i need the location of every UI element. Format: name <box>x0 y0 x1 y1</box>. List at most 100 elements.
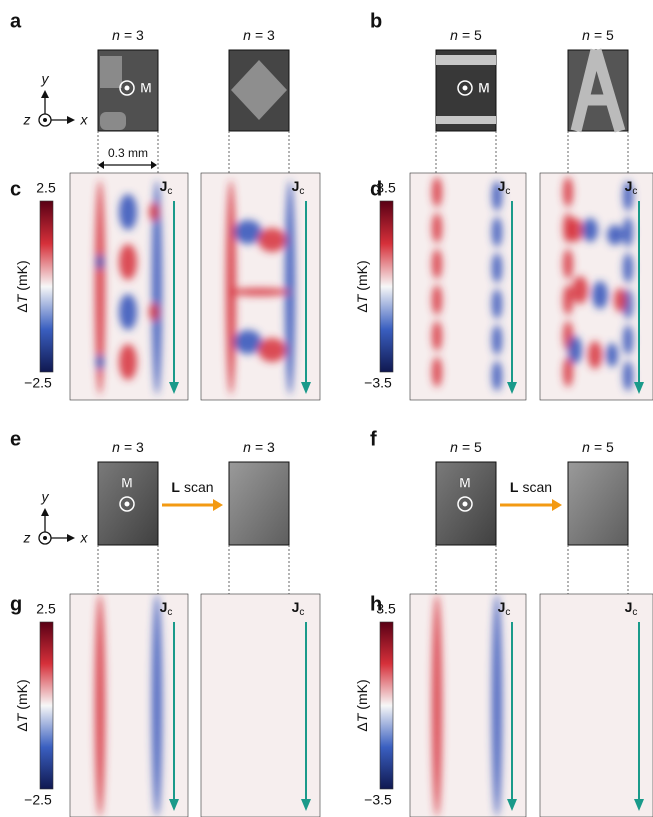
colorbar <box>379 621 394 790</box>
panel-letter: b <box>370 10 382 32</box>
axis-label: x <box>80 530 89 546</box>
symbol: J <box>160 178 168 194</box>
signal <box>607 225 623 245</box>
heatmap-frame <box>539 593 653 817</box>
signal <box>96 354 104 370</box>
symbol: L <box>171 479 180 495</box>
sample-image <box>228 49 290 132</box>
symbol: J <box>498 178 506 194</box>
feature <box>436 55 496 65</box>
colorbar-max: 3.5 <box>376 601 396 617</box>
signal <box>149 303 159 321</box>
signal <box>149 203 159 221</box>
axis-label: z <box>23 530 31 546</box>
heatmap-blobs <box>563 177 633 391</box>
variable: T <box>14 293 30 303</box>
subscript: c <box>167 186 172 197</box>
signal <box>563 285 573 315</box>
marker-ring <box>119 80 135 96</box>
signal <box>582 218 598 242</box>
arrow-head <box>67 534 75 542</box>
current-label: Jc <box>160 178 173 197</box>
arrow-head <box>301 382 311 394</box>
arrow-head <box>301 799 311 811</box>
signal <box>258 338 286 362</box>
panel-letter: g <box>10 593 22 615</box>
variable: T <box>14 712 30 722</box>
axis-label: y <box>41 489 50 505</box>
variable: n <box>450 439 458 455</box>
marker-ring <box>457 80 473 96</box>
colorbar <box>39 200 54 373</box>
symbol: Δ <box>354 303 370 312</box>
text: scan <box>522 479 552 495</box>
marker-dot <box>124 85 130 91</box>
signal <box>96 254 104 270</box>
sample-label: n = 3 <box>112 27 144 43</box>
value: = 5 <box>594 27 614 43</box>
subscript: c <box>632 607 637 618</box>
current-label: Jc <box>292 178 305 197</box>
signal <box>563 249 573 279</box>
unit: (mK) <box>354 260 370 290</box>
heatmap-blobs <box>432 177 502 391</box>
signal <box>492 361 502 391</box>
marker-label: M <box>140 80 152 96</box>
colorbar-min: −2.5 <box>24 375 52 391</box>
colorbar-min: −3.5 <box>364 375 392 391</box>
signal <box>234 330 262 354</box>
value: = 3 <box>255 439 275 455</box>
axis-origin-dot <box>43 536 47 540</box>
signal <box>492 325 502 355</box>
marker-dot <box>124 501 130 507</box>
heatmap-blobs <box>95 594 162 817</box>
feature <box>436 116 496 124</box>
sample-image <box>97 49 159 132</box>
arrow-head <box>41 508 49 516</box>
sample-label: n = 3 <box>243 27 275 43</box>
signal <box>568 336 582 364</box>
signal <box>606 343 618 367</box>
signal <box>563 357 573 387</box>
sample-image <box>567 461 629 546</box>
heatmap-bg <box>410 594 526 817</box>
signal <box>119 244 137 280</box>
heatmap <box>563 177 633 391</box>
panel-letter: e <box>10 428 21 450</box>
signal <box>432 213 442 243</box>
variable: n <box>112 27 120 43</box>
colorbar-min: −3.5 <box>364 792 392 808</box>
signal <box>492 594 502 817</box>
axis-label: z <box>23 112 31 128</box>
signal <box>432 249 442 279</box>
arrow-head <box>634 799 644 811</box>
current-label: Jc <box>625 178 638 197</box>
colorbar-max: 2.5 <box>36 180 56 196</box>
subscript: c <box>505 186 510 197</box>
heatmap-frame <box>539 172 653 401</box>
signal <box>492 217 502 247</box>
current-label: Jc <box>160 599 173 618</box>
signal <box>258 228 286 252</box>
image-bg <box>567 461 629 546</box>
variable: T <box>354 293 370 303</box>
signal <box>492 181 502 211</box>
marker-ring <box>457 496 473 512</box>
heatmap-bg <box>201 173 320 400</box>
sample-label: n = 5 <box>450 439 482 455</box>
value: = 5 <box>594 439 614 455</box>
panel-letter: h <box>370 593 382 615</box>
symbol: Δ <box>14 303 30 312</box>
heatmap-frame <box>409 172 527 401</box>
signal <box>119 294 137 330</box>
value: = 5 <box>462 439 482 455</box>
sample-label: n = 5 <box>582 27 614 43</box>
heatmap <box>226 180 295 395</box>
text: scan <box>184 479 214 495</box>
signal <box>119 344 137 380</box>
signal <box>95 594 105 817</box>
variable: n <box>450 27 458 43</box>
